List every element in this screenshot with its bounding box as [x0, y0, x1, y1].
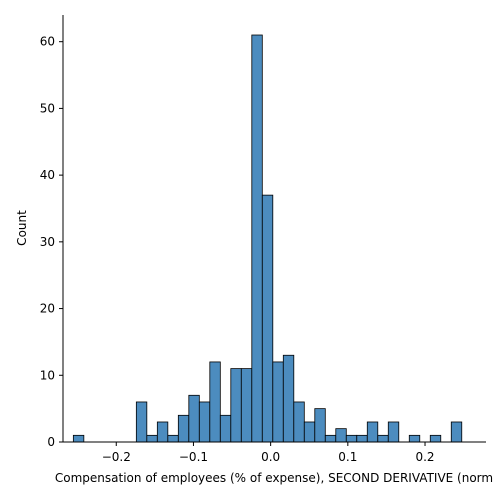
histogram-bar — [356, 434, 368, 443]
y-axis-label: Count — [15, 210, 29, 246]
x-tick-label: −0.2 — [102, 450, 131, 464]
histogram-bar — [188, 394, 200, 443]
histogram-bar — [146, 434, 158, 443]
histogram-bar — [251, 34, 263, 443]
histogram-bar — [324, 434, 337, 443]
y-tick-label: 0 — [47, 435, 55, 449]
histogram-bar — [209, 361, 221, 443]
x-tick-label: 0.1 — [338, 450, 357, 464]
histogram-bar — [377, 434, 389, 443]
histogram-bar — [293, 401, 305, 443]
histogram-bar — [261, 194, 274, 443]
x-ticks-group: −0.2 −0.1 0.0 0.1 0.2 — [102, 442, 435, 464]
histogram-bar — [450, 421, 463, 443]
histogram-bar — [240, 368, 253, 443]
histogram-bar — [272, 361, 284, 443]
histogram-bar — [314, 408, 326, 443]
y-tick-label: 10 — [40, 368, 55, 382]
histogram-bar — [345, 434, 358, 443]
histogram-bar — [135, 401, 148, 443]
histogram-bar — [429, 434, 442, 443]
histogram-bar — [219, 414, 232, 443]
y-tick-label: 40 — [40, 168, 55, 182]
histogram-bar — [366, 421, 379, 443]
histogram-bar — [177, 414, 190, 443]
y-tick-label: 20 — [40, 302, 55, 316]
x-tick-label: 0.0 — [261, 450, 280, 464]
y-tick-label: 60 — [40, 35, 55, 49]
histogram-bar — [230, 368, 242, 443]
x-tick-label: 0.2 — [415, 450, 434, 464]
histogram-bar — [408, 434, 421, 443]
histogram-bar — [303, 421, 316, 443]
histogram-bar — [387, 421, 400, 443]
y-ticks-group: 0 10 20 30 40 50 60 — [40, 35, 63, 449]
bars-group — [72, 34, 463, 443]
histogram-bar — [282, 354, 295, 443]
histogram-bar — [198, 401, 211, 443]
y-tick-label: 30 — [40, 235, 55, 249]
histogram-bar — [167, 434, 179, 443]
histogram-bar — [72, 434, 85, 443]
x-tick-label: −0.1 — [179, 450, 208, 464]
histogram-bar — [156, 421, 169, 443]
histogram-bar — [335, 428, 347, 443]
x-axis-label: Compensation of employees (% of expense)… — [55, 471, 493, 485]
y-tick-label: 50 — [40, 101, 55, 115]
